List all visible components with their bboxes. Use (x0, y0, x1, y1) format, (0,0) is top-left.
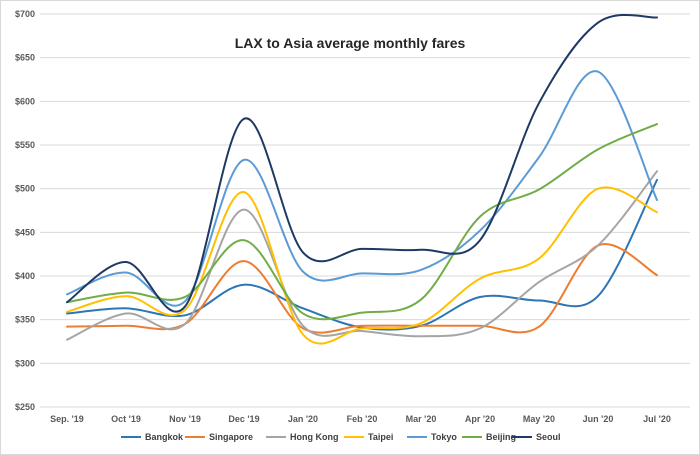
x-tick-label: Sep. '19 (50, 414, 84, 424)
legend-label-hong-kong: Hong Kong (290, 432, 339, 442)
series-line-tokyo (66, 70, 658, 307)
y-axis: $250 $300 $350 $400 $450 $500 $550 $600 $650 $700 (15, 9, 35, 412)
series-lines (66, 13, 658, 345)
y-tick-label: $300 (15, 358, 35, 368)
x-tick-label: Nov '19 (169, 414, 201, 424)
y-tick-label: $250 (15, 402, 35, 412)
y-tick-label: $650 (15, 53, 35, 63)
x-tick-label: Jun '20 (583, 414, 614, 424)
x-tick-label: Apr '20 (465, 414, 495, 424)
legend-label-tokyo: Tokyo (431, 432, 457, 442)
chart-title: LAX to Asia average monthly fares (235, 35, 466, 51)
legend-label-bangkok: Bangkok (145, 432, 184, 442)
x-tick-label: Dec '19 (228, 414, 259, 424)
y-tick-label: $700 (15, 9, 35, 19)
y-tick-label: $400 (15, 271, 35, 281)
y-tick-label: $450 (15, 227, 35, 237)
gridlines (40, 13, 690, 408)
legend-label-beijing: Beijing (486, 432, 516, 442)
legend-label-seoul: Seoul (536, 432, 561, 442)
x-tick-label: May '20 (523, 414, 555, 424)
x-tick-label: Mar '20 (406, 414, 437, 424)
series-line-bangkok (66, 178, 658, 331)
legend: Bangkok Singapore Hong Kong Taipei Tokyo Beij… (121, 432, 561, 442)
series-line-seoul (66, 13, 658, 313)
x-tick-label: Oct '19 (111, 414, 141, 424)
x-tick-label: Jan '20 (288, 414, 318, 424)
x-tick-label: Feb '20 (347, 414, 378, 424)
series-line-hong-kong (66, 170, 658, 341)
y-tick-label: $600 (15, 96, 35, 106)
legend-label-taipei: Taipei (368, 432, 393, 442)
y-tick-label: $550 (15, 140, 35, 150)
legend-label-singapore: Singapore (209, 432, 253, 442)
series-line-beijing (66, 123, 658, 321)
y-tick-label: $500 (15, 184, 35, 194)
x-axis: Sep. '19 Oct '19 Nov '19 Dec '19 Jan '20 Feb … (50, 414, 671, 424)
series-line-taipei (66, 186, 658, 345)
y-tick-label: $350 (15, 315, 35, 325)
x-tick-label: Jul '20 (643, 414, 671, 424)
